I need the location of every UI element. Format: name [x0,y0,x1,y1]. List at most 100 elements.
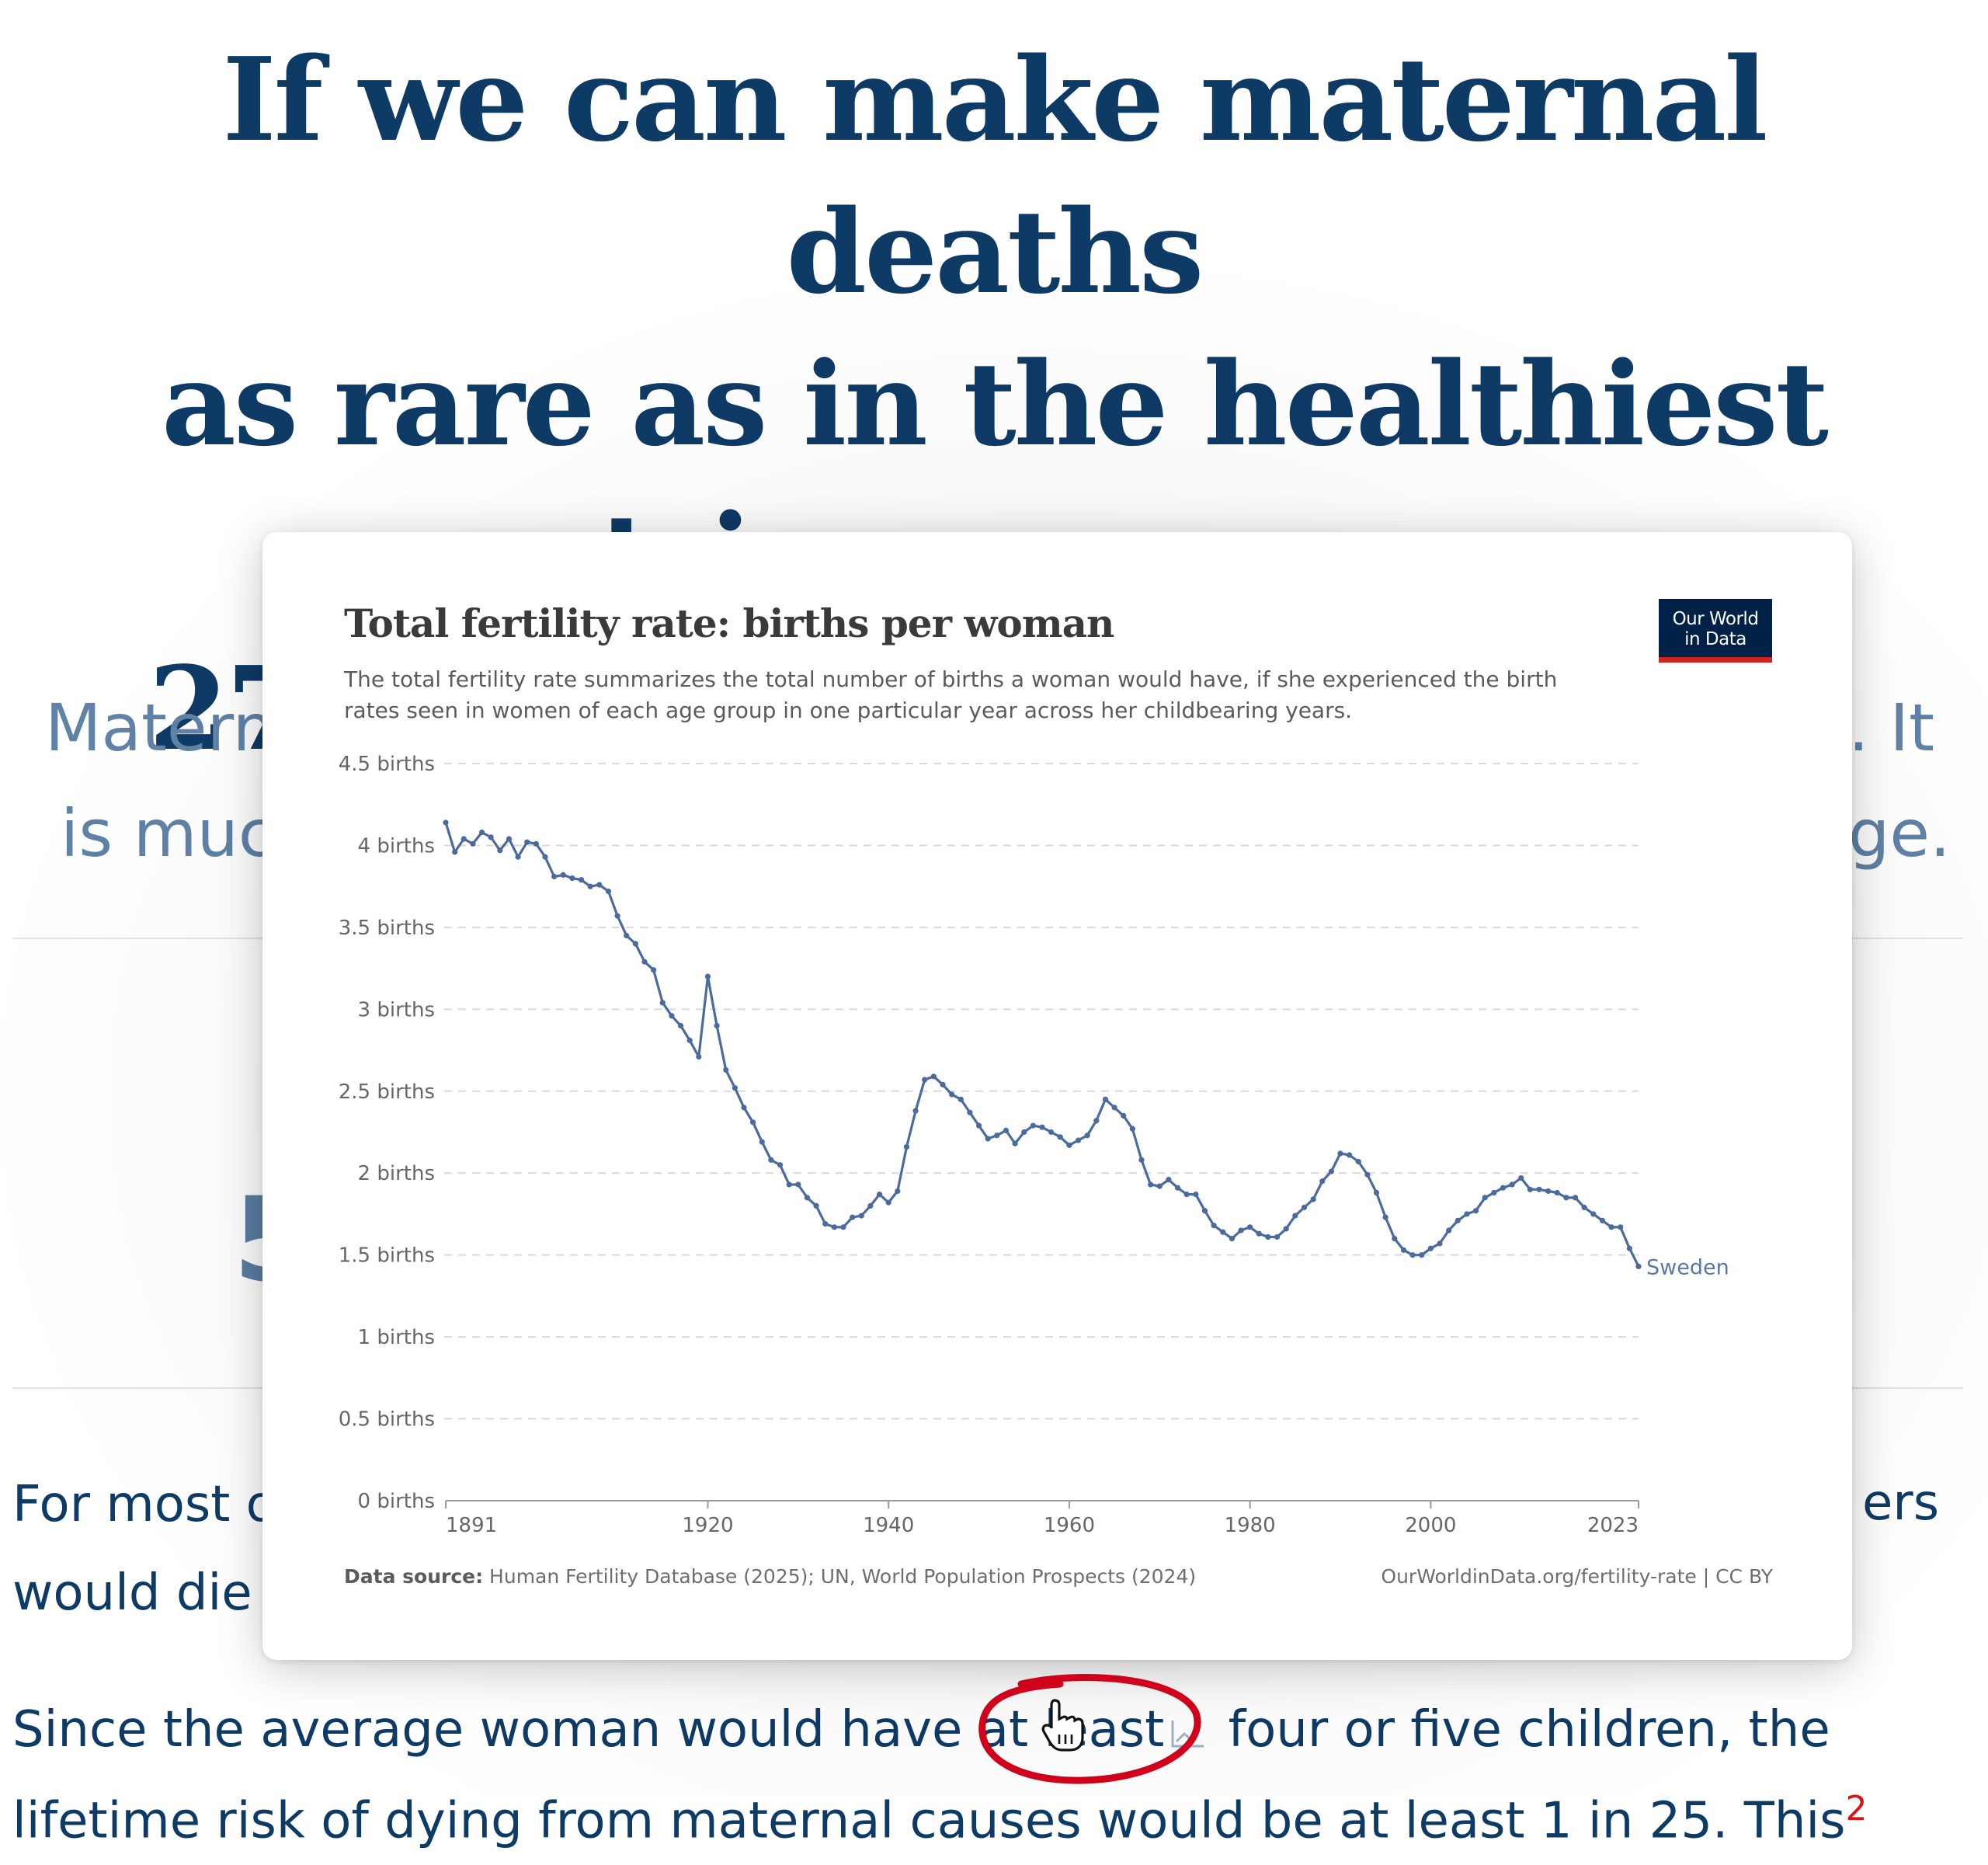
data-point [1491,1189,1497,1196]
data-point [1364,1171,1371,1178]
data-point [1111,1105,1117,1111]
logo-text: Our World [1672,609,1759,629]
data-point [975,1122,982,1129]
paragraph-text: four or five children, the [1212,1701,1830,1759]
line-chart: 0 births 0.5 births 1 births 1.5 births 2 bi… [339,753,1729,1537]
data-point [1283,1226,1289,1232]
data-point [1355,1158,1361,1165]
data-point [1527,1186,1533,1192]
y-tick-label: 4 births [358,834,435,858]
data-point [1419,1252,1425,1258]
lede-fragment: is muc [61,795,275,872]
data-point [1472,1208,1479,1214]
data-point [1247,1224,1253,1230]
x-tick-label: 1960 [1044,1514,1095,1537]
y-tick-label: 0 births [358,1490,435,1513]
data-point [1509,1181,1515,1188]
data-point [867,1202,874,1209]
data-point [587,883,593,889]
data-point [1392,1235,1398,1242]
paragraph-text: Since the average woman would have at [12,1701,1044,1759]
data-point [506,836,513,842]
data-point [723,1066,729,1073]
title-line: If we can make maternal deaths [222,32,1767,319]
data-point [1337,1150,1343,1157]
data-point [1347,1152,1353,1158]
data-point [1021,1129,1027,1136]
x-tick-label: 1980 [1225,1514,1276,1537]
data-point [1455,1217,1461,1223]
lede-fragment: Matern [45,690,274,766]
data-point [686,1037,693,1044]
data-point [1599,1217,1606,1223]
hand-cursor-icon [1041,1699,1084,1752]
data-point [1102,1096,1109,1102]
data-point [1572,1195,1579,1201]
paragraph-fragment: For most o [12,1476,276,1533]
y-tick-label: 3.5 births [339,917,435,940]
data-point [1292,1213,1298,1219]
data-point [885,1199,891,1206]
data-point [1166,1177,1172,1183]
data-point [488,834,494,840]
data-point [1274,1233,1281,1240]
data-point [443,819,449,826]
data-point [813,1202,819,1209]
y-tick-label: 1.5 births [339,1244,435,1268]
data-point [930,1073,937,1080]
data-point [1093,1118,1100,1124]
logo-text: in Data [1684,629,1746,649]
data-point [1618,1224,1624,1230]
data-point [958,1096,964,1102]
data-point [759,1139,765,1145]
data-point [1536,1186,1542,1192]
data-point [1626,1245,1632,1251]
footnote-marker[interactable]: 2 [1845,1789,1868,1828]
data-point [831,1224,837,1230]
data-point [1265,1233,1271,1240]
data-point [1545,1188,1552,1195]
x-tick-label: 1940 [863,1514,914,1537]
subtitle-line: rates seen in women of each age group in… [344,698,1353,723]
data-point [858,1213,864,1219]
data-point [768,1157,774,1163]
data-point [1328,1168,1334,1174]
data-point [1066,1142,1072,1148]
data-point [1075,1137,1082,1143]
data-point [1446,1227,1452,1233]
data-point [1121,1112,1127,1119]
data-point [850,1214,856,1220]
data-point [714,1022,720,1029]
data-point [741,1105,747,1111]
data-point [1482,1195,1488,1201]
data-point [732,1084,738,1091]
data-point [876,1192,883,1198]
data-point [641,959,648,965]
data-point [777,1162,784,1168]
source-label: Data source: [344,1565,484,1588]
data-point [1174,1185,1181,1191]
data-point [1039,1124,1045,1130]
data-point [542,854,548,860]
data-point [614,913,620,919]
data-point [1500,1185,1507,1191]
data-point [461,836,467,842]
data-point [922,1077,928,1083]
data-point [985,1136,991,1142]
data-point [750,1119,756,1126]
data-point [704,973,711,979]
data-point [786,1181,792,1188]
data-point [478,829,485,836]
data-point [940,1081,946,1087]
data-point [1301,1204,1308,1211]
data-point [994,1133,1000,1139]
data-point [1238,1227,1244,1233]
data-point [895,1188,901,1195]
chart-url[interactable]: OurWorldinData.org/fertility-rate | CC B… [1381,1565,1773,1588]
data-point [533,840,539,847]
data-point [1193,1192,1199,1198]
lede-fragment: . It [1848,690,1935,766]
series-label: Sweden [1646,1255,1729,1279]
data-point [804,1195,811,1201]
owid-logo[interactable]: Our World in Data [1659,599,1772,663]
